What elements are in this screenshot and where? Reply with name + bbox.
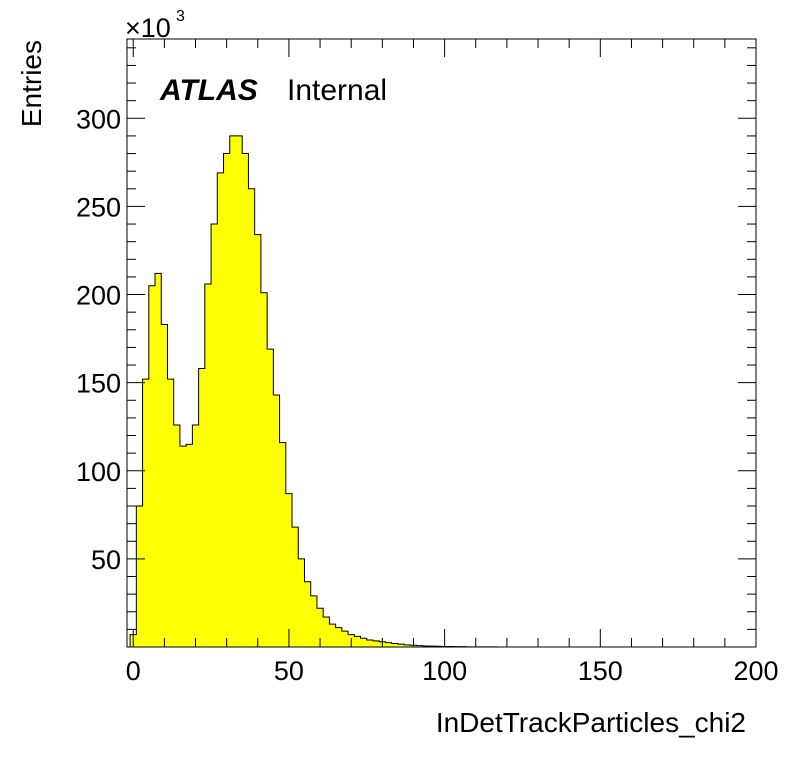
histogram-bin [235, 135, 243, 647]
histogram-bin [167, 379, 174, 647]
y-tick-label: 150 [76, 369, 121, 399]
x-axis-label: InDetTrackParticles_chi2 [436, 707, 746, 738]
x-tick-label: 150 [578, 656, 623, 686]
histogram-bin [142, 379, 149, 647]
histogram-bin [223, 153, 230, 647]
histogram-bin [341, 631, 349, 647]
y-multiplier-exponent: 3 [176, 8, 185, 25]
histogram-bin [217, 172, 224, 648]
histogram-bin [179, 446, 187, 647]
y-tick-label: 200 [76, 281, 121, 311]
axis-ticks [127, 39, 757, 647]
histogram-bin [173, 424, 180, 647]
status-label: Internal [287, 74, 387, 107]
histogram-bin [310, 595, 317, 647]
histogram-bin [267, 349, 274, 647]
histogram-bin [254, 234, 261, 648]
histogram-bin [292, 527, 299, 647]
x-tick-labels: 0 50 100 150 200 [126, 656, 779, 686]
histogram-bin [148, 285, 156, 647]
histogram-bin [273, 394, 280, 647]
y-tick-label: 250 [76, 192, 121, 222]
histogram-bin [335, 627, 342, 647]
x-tick-label: 50 [274, 656, 304, 686]
histogram-bin [391, 643, 398, 647]
histogram-bin [316, 608, 324, 647]
histogram-bin [304, 581, 311, 647]
axes-frame [126, 38, 757, 648]
histogram-bin [198, 368, 205, 647]
histogram-bin [323, 617, 330, 647]
histogram-bin [385, 642, 392, 647]
experiment-label: ATLAS [159, 74, 258, 107]
histogram-bin [360, 638, 367, 647]
y-multiplier-label: ×10 [125, 13, 171, 43]
histogram-bin [298, 558, 305, 647]
histogram-bin [422, 645, 430, 647]
histogram-bin [354, 636, 361, 647]
histogram-bin [192, 424, 199, 647]
y-axis-label: Entries [16, 40, 47, 127]
histogram-bin [211, 224, 218, 648]
y-tick-labels: 50 100 150 200 250 300 [76, 104, 121, 575]
x-tick-label: 200 [733, 656, 778, 686]
x-tick-label: 100 [422, 656, 467, 686]
histogram-bin [285, 493, 293, 647]
histogram-bin [366, 639, 373, 647]
histogram-bin [404, 644, 411, 647]
histogram-bin [186, 444, 193, 647]
histogram-bars [130, 135, 498, 648]
histogram-bin [242, 153, 249, 647]
histogram-bin [416, 645, 423, 647]
y-tick-label: 300 [76, 104, 121, 134]
histogram-bin [155, 273, 162, 647]
histogram-bin [229, 135, 236, 647]
histogram-bin [136, 506, 143, 647]
histogram-bin [279, 442, 286, 647]
histogram-bin [329, 624, 336, 647]
histogram-bin [260, 292, 268, 647]
y-tick-label: 50 [91, 545, 121, 575]
histogram-bin [161, 324, 168, 647]
histogram-bin [248, 188, 255, 647]
histogram-bin [204, 283, 212, 647]
x-tick-label: 0 [126, 656, 141, 686]
y-tick-label: 100 [76, 457, 121, 487]
histogram-bin [397, 644, 405, 647]
histogram-bin [372, 640, 380, 647]
